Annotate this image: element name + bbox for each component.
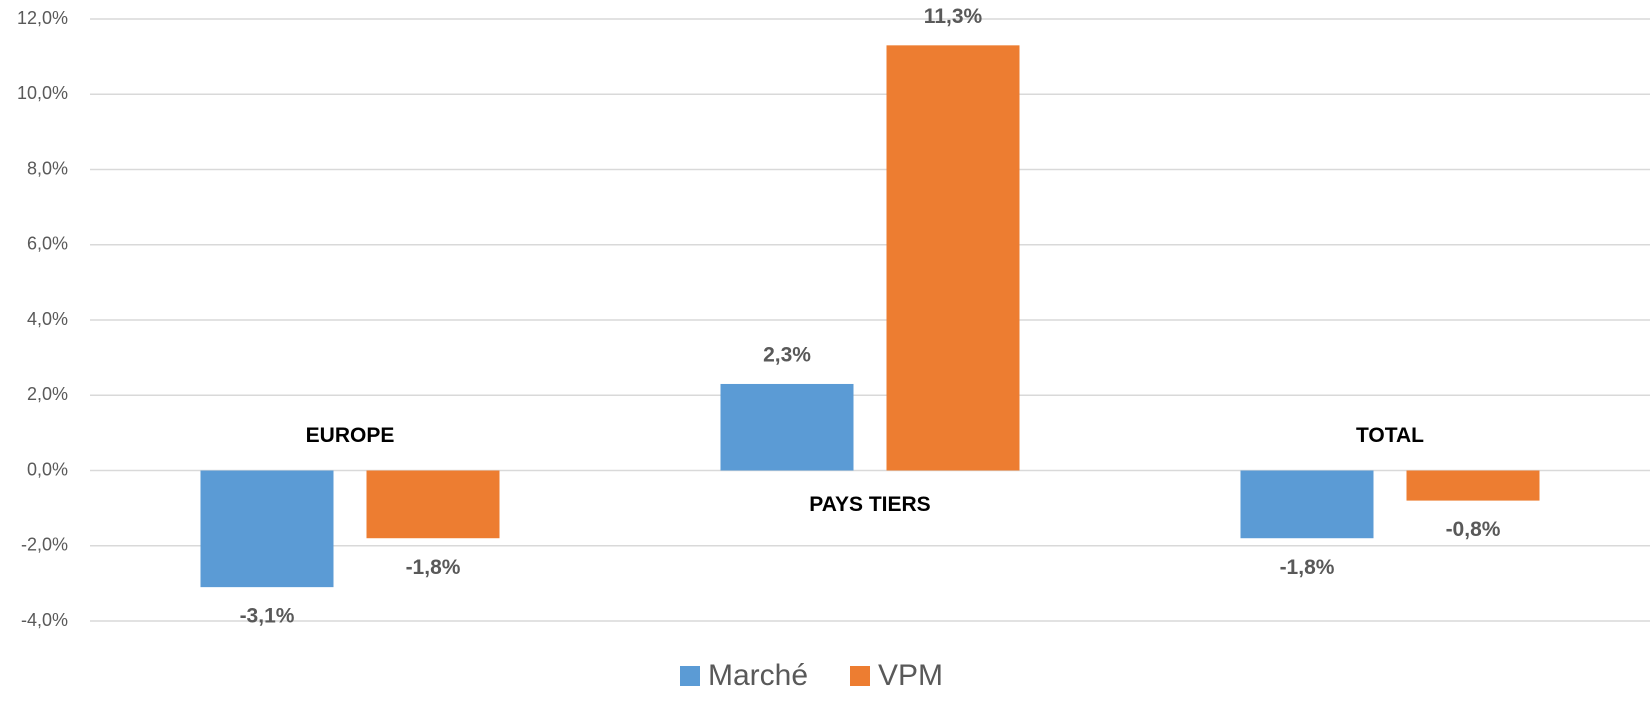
- y-tick-label: -4,0%: [21, 610, 68, 630]
- bar: [200, 470, 334, 588]
- x-category-label: TOTAL: [1356, 424, 1424, 447]
- data-label: -3,1%: [240, 605, 295, 628]
- data-label: 2,3%: [763, 344, 811, 367]
- y-tick-label: 2,0%: [27, 384, 68, 404]
- bar: [886, 45, 1020, 471]
- bar: [1240, 470, 1374, 539]
- y-tick-label: 8,0%: [27, 158, 68, 178]
- data-label: -1,8%: [1280, 556, 1335, 579]
- x-category-label: EUROPE: [306, 424, 395, 447]
- legend-label: Marché: [708, 659, 808, 692]
- bar: [1406, 470, 1540, 501]
- legend-label: VPM: [878, 659, 943, 692]
- x-category-label: PAYS TIERS: [809, 493, 930, 516]
- bar: [366, 470, 500, 539]
- legend-swatch: [850, 666, 870, 686]
- legend-swatch: [680, 666, 700, 686]
- bar: [720, 383, 854, 471]
- y-tick-label: 0,0%: [27, 459, 68, 479]
- y-tick-label: 6,0%: [27, 234, 68, 254]
- y-tick-label: 4,0%: [27, 309, 68, 329]
- y-tick-label: 12,0%: [17, 8, 68, 28]
- data-label: -1,8%: [406, 556, 461, 579]
- y-tick-label: 10,0%: [17, 83, 68, 103]
- data-label: -0,8%: [1446, 518, 1501, 541]
- y-tick-label: -2,0%: [21, 535, 68, 555]
- data-label: 11,3%: [924, 5, 983, 28]
